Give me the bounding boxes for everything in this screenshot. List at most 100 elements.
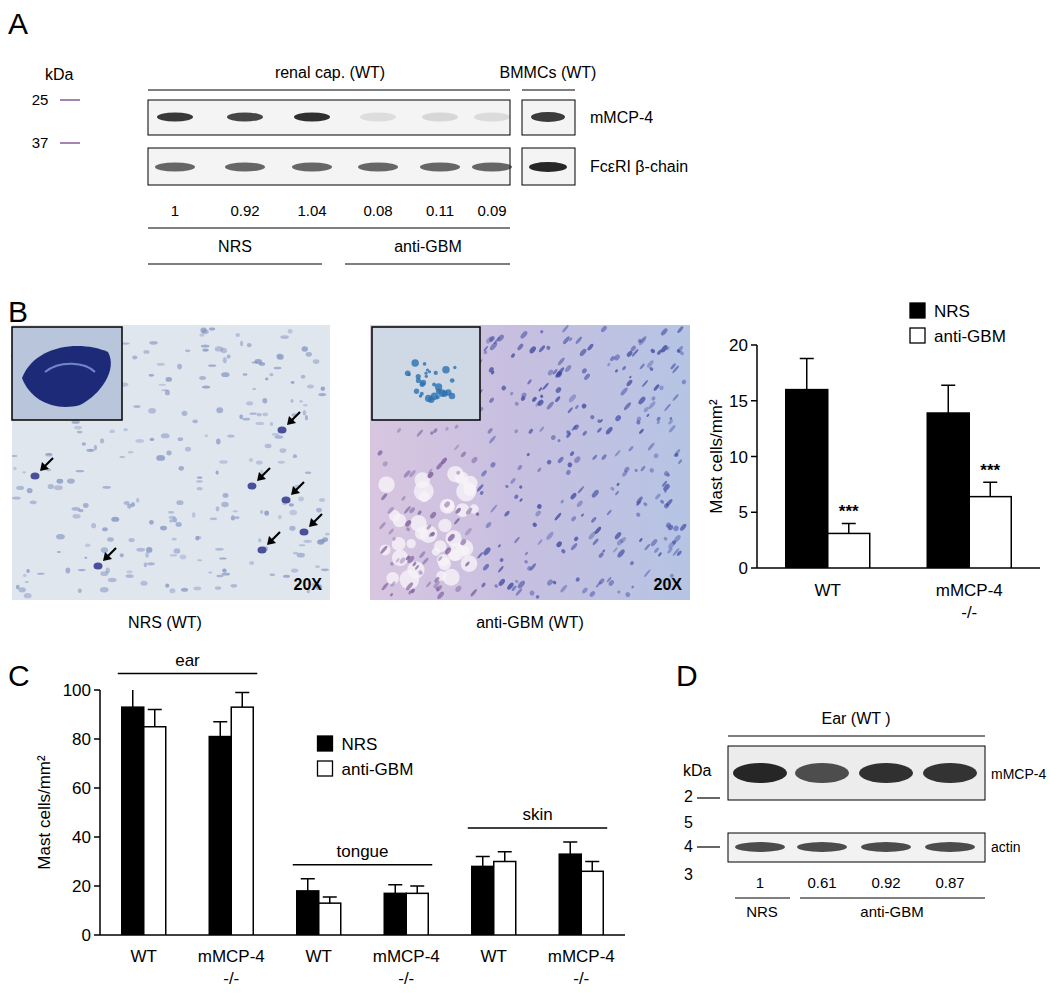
nucleus bbox=[590, 516, 597, 523]
error-bar bbox=[585, 862, 599, 872]
nucleus bbox=[487, 427, 494, 434]
nucleus bbox=[650, 348, 656, 354]
y-tick-label: 10 bbox=[729, 448, 748, 467]
adipocyte bbox=[414, 481, 434, 501]
nucleus bbox=[561, 324, 569, 333]
plot-area bbox=[786, 358, 1012, 568]
inset-granule bbox=[436, 389, 441, 394]
y-tick bbox=[751, 400, 757, 402]
nucleus bbox=[489, 461, 496, 468]
nucleus bbox=[677, 459, 683, 465]
bar bbox=[144, 727, 166, 935]
nucleus bbox=[176, 522, 182, 527]
band bbox=[294, 113, 330, 122]
nucleus bbox=[321, 387, 325, 391]
y-tick-label: 15 bbox=[729, 392, 748, 411]
nucleus bbox=[379, 545, 388, 555]
nucleus bbox=[94, 445, 97, 451]
y-tick-label: 0 bbox=[82, 926, 91, 945]
nucleus bbox=[120, 553, 124, 557]
nucleus bbox=[293, 454, 297, 458]
nucleus bbox=[659, 499, 664, 504]
nucleus bbox=[569, 492, 577, 501]
nucleus bbox=[258, 538, 261, 542]
nucleus bbox=[581, 587, 588, 595]
inset-granule bbox=[405, 370, 411, 376]
nucleus bbox=[193, 587, 201, 591]
micrograph-bg bbox=[370, 325, 690, 600]
x-tick-label: mMCP-4-/- bbox=[373, 947, 440, 988]
nucleus bbox=[437, 556, 443, 562]
adipocyte bbox=[438, 519, 452, 533]
nucleus bbox=[150, 438, 155, 441]
nucleus bbox=[562, 335, 571, 345]
nucleus bbox=[289, 503, 294, 506]
legend-swatch bbox=[910, 328, 925, 343]
band bbox=[925, 842, 975, 852]
nucleus bbox=[48, 484, 54, 489]
nucleus bbox=[223, 357, 227, 363]
nucleus bbox=[547, 369, 554, 377]
band bbox=[733, 763, 787, 783]
nucleus bbox=[387, 506, 395, 515]
nucleus bbox=[392, 536, 397, 541]
nucleus bbox=[619, 386, 628, 396]
y-tick bbox=[751, 344, 757, 346]
ratio-rule bbox=[148, 227, 510, 228]
figure: AkDarenal cap. (WT)BMMCs (WT)253710.921.… bbox=[0, 0, 1050, 996]
nucleus bbox=[45, 453, 52, 456]
adipocyte bbox=[437, 554, 449, 566]
nucleus bbox=[651, 396, 657, 402]
nucleus bbox=[580, 513, 584, 517]
band bbox=[861, 842, 911, 852]
group-label: tongue bbox=[337, 842, 389, 861]
nucleus bbox=[628, 445, 634, 452]
nucleus bbox=[239, 414, 243, 419]
nucleus bbox=[264, 511, 269, 516]
nucleus bbox=[119, 456, 125, 458]
nucleus bbox=[579, 348, 588, 358]
nucleus bbox=[623, 401, 632, 411]
nucleus bbox=[172, 538, 177, 541]
nucleus bbox=[637, 338, 642, 343]
nucleus bbox=[143, 350, 149, 354]
inset bbox=[12, 327, 122, 420]
x-tick-label: WT bbox=[131, 947, 157, 966]
nucleus bbox=[299, 400, 302, 402]
band bbox=[227, 113, 263, 122]
nucleus bbox=[443, 500, 451, 508]
nucleus bbox=[377, 449, 384, 456]
nucleus bbox=[316, 508, 322, 513]
nucleus bbox=[315, 565, 320, 568]
nucleus bbox=[27, 488, 33, 493]
nucleus bbox=[528, 345, 537, 354]
arrow-head bbox=[267, 536, 276, 545]
nucleus bbox=[560, 548, 566, 554]
nucleus bbox=[565, 469, 572, 476]
nucleus bbox=[649, 467, 655, 473]
x-tick-label-line: -/- bbox=[398, 969, 414, 988]
nucleus bbox=[490, 370, 495, 375]
nucleus bbox=[634, 468, 638, 472]
micrograph bbox=[370, 324, 690, 600]
nucleus bbox=[681, 379, 687, 385]
nucleus bbox=[539, 426, 545, 433]
nucleus bbox=[408, 469, 416, 478]
inset-granule bbox=[420, 392, 424, 396]
nucleus bbox=[635, 512, 641, 518]
nucleus bbox=[103, 486, 111, 489]
group-label: anti-GBM bbox=[394, 238, 462, 255]
adipocyte bbox=[440, 499, 455, 514]
nucleus bbox=[26, 569, 29, 573]
micrograph bbox=[11, 325, 330, 600]
nucleus bbox=[676, 348, 681, 353]
nucleus bbox=[490, 504, 498, 513]
nucleus bbox=[222, 568, 227, 572]
legend-swatch bbox=[910, 303, 925, 318]
nucleus bbox=[636, 500, 642, 507]
blot-label: actin bbox=[991, 839, 1021, 855]
nucleus bbox=[454, 444, 460, 451]
nucleus bbox=[85, 543, 90, 547]
group-label: NRS bbox=[218, 238, 252, 255]
nucleus bbox=[436, 591, 445, 601]
